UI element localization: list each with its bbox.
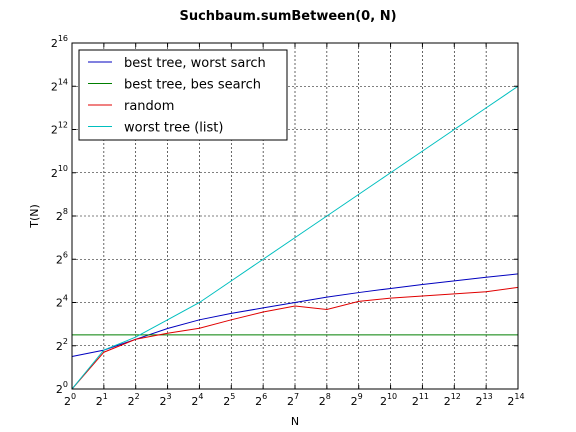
chart-title: Suchbaum.sumBetween(0, N) bbox=[179, 9, 396, 24]
series-line-3 bbox=[71, 286, 519, 390]
legend-label: random bbox=[124, 99, 174, 114]
x-tick-label: 210 bbox=[380, 392, 397, 408]
y-tick-exponent: 2 bbox=[63, 337, 68, 346]
x-tick-base: 2 bbox=[380, 395, 387, 408]
x-axis-label: N bbox=[291, 415, 299, 428]
x-tick-label: 20 bbox=[64, 392, 76, 408]
legend: best tree, worst sarch best tree, bes sea… bbox=[78, 49, 288, 141]
x-tick-labels: 20 21 22 23 24 25 26 27 28 29 210 211 212 213 214 bbox=[64, 392, 525, 408]
x-tick-base: 2 bbox=[223, 395, 230, 408]
x-tick-exponent: 3 bbox=[167, 392, 172, 401]
y-tick-exponent: 12 bbox=[58, 121, 68, 130]
y-tick-exponent: 14 bbox=[58, 77, 68, 86]
series-lines bbox=[71, 85, 519, 390]
x-tick-exponent: 13 bbox=[483, 392, 493, 401]
y-tick-base: 2 bbox=[51, 124, 58, 137]
y-tick-label: 210 bbox=[51, 164, 68, 180]
legend-label: best tree, worst sarch bbox=[124, 56, 266, 71]
x-tick-exponent: 12 bbox=[451, 392, 461, 401]
y-tick-base: 2 bbox=[56, 383, 63, 396]
y-tick-base: 2 bbox=[56, 210, 63, 223]
y-tick-base: 2 bbox=[56, 253, 63, 266]
x-tick-base: 2 bbox=[319, 395, 326, 408]
x-tick-exponent: 6 bbox=[262, 392, 267, 401]
x-tick-exponent: 5 bbox=[230, 392, 235, 401]
x-tick-label: 21 bbox=[96, 392, 108, 408]
y-tick-label: 22 bbox=[56, 337, 68, 353]
y-tick-base: 2 bbox=[51, 37, 58, 50]
y-tick-base: 2 bbox=[56, 340, 63, 353]
x-tick-label: 214 bbox=[507, 392, 524, 408]
x-tick-label: 213 bbox=[476, 392, 493, 408]
x-tick-base: 2 bbox=[476, 395, 483, 408]
legend-label: best tree, bes search bbox=[124, 78, 261, 93]
y-tick-exponent: 8 bbox=[63, 207, 68, 216]
x-tick-exponent: 8 bbox=[326, 392, 331, 401]
y-tick-label: 26 bbox=[56, 250, 68, 266]
x-tick-label: 24 bbox=[191, 392, 203, 408]
x-tick-exponent: 2 bbox=[135, 392, 140, 401]
y-tick-base: 2 bbox=[51, 80, 58, 93]
x-tick-base: 2 bbox=[191, 395, 198, 408]
y-tick-exponent: 10 bbox=[58, 164, 68, 173]
x-tick-base: 2 bbox=[412, 395, 419, 408]
x-tick-base: 2 bbox=[128, 395, 135, 408]
y-tick-label: 20 bbox=[56, 380, 68, 396]
y-tick-exponent: 16 bbox=[58, 34, 68, 43]
x-tick-base: 2 bbox=[64, 395, 71, 408]
y-tick-base: 2 bbox=[56, 297, 63, 310]
x-tick-exponent: 4 bbox=[198, 392, 203, 401]
x-tick-base: 2 bbox=[351, 395, 358, 408]
y-tick-exponent: 6 bbox=[63, 250, 68, 259]
legend-box bbox=[78, 49, 288, 141]
y-tick-label: 24 bbox=[56, 294, 68, 310]
series-line-4 bbox=[71, 85, 519, 390]
x-tick-exponent: 14 bbox=[514, 392, 524, 401]
x-tick-base: 2 bbox=[160, 395, 167, 408]
x-tick-exponent: 1 bbox=[103, 392, 108, 401]
x-tick-base: 2 bbox=[287, 395, 294, 408]
x-tick-label: 27 bbox=[287, 392, 299, 408]
legend-label: worst tree (list) bbox=[124, 121, 223, 136]
x-tick-label: 211 bbox=[412, 392, 429, 408]
axis-ticks bbox=[71, 42, 519, 390]
x-tick-label: 25 bbox=[223, 392, 235, 408]
series-line-1 bbox=[71, 273, 519, 358]
x-tick-exponent: 9 bbox=[358, 392, 363, 401]
x-tick-exponent: 0 bbox=[71, 392, 76, 401]
y-tick-exponent: 0 bbox=[63, 380, 68, 389]
x-tick-label: 22 bbox=[128, 392, 140, 408]
x-tick-exponent: 10 bbox=[387, 392, 397, 401]
y-tick-label: 28 bbox=[56, 207, 68, 223]
x-tick-exponent: 7 bbox=[294, 392, 299, 401]
y-tick-exponent: 4 bbox=[63, 294, 68, 303]
x-tick-base: 2 bbox=[255, 395, 262, 408]
x-tick-base: 2 bbox=[444, 395, 451, 408]
x-tick-exponent: 11 bbox=[419, 392, 429, 401]
y-tick-label: 216 bbox=[51, 34, 68, 50]
x-tick-label: 28 bbox=[319, 392, 331, 408]
y-tick-base: 2 bbox=[51, 167, 58, 180]
x-tick-label: 29 bbox=[351, 392, 363, 408]
y-tick-label: 214 bbox=[51, 77, 68, 93]
x-tick-label: 212 bbox=[444, 392, 461, 408]
x-tick-label: 23 bbox=[160, 392, 172, 408]
y-axis-label: T(N) bbox=[28, 204, 41, 229]
x-tick-label: 26 bbox=[255, 392, 267, 408]
y-tick-label: 212 bbox=[51, 121, 68, 137]
x-tick-base: 2 bbox=[96, 395, 103, 408]
x-tick-base: 2 bbox=[507, 395, 514, 408]
